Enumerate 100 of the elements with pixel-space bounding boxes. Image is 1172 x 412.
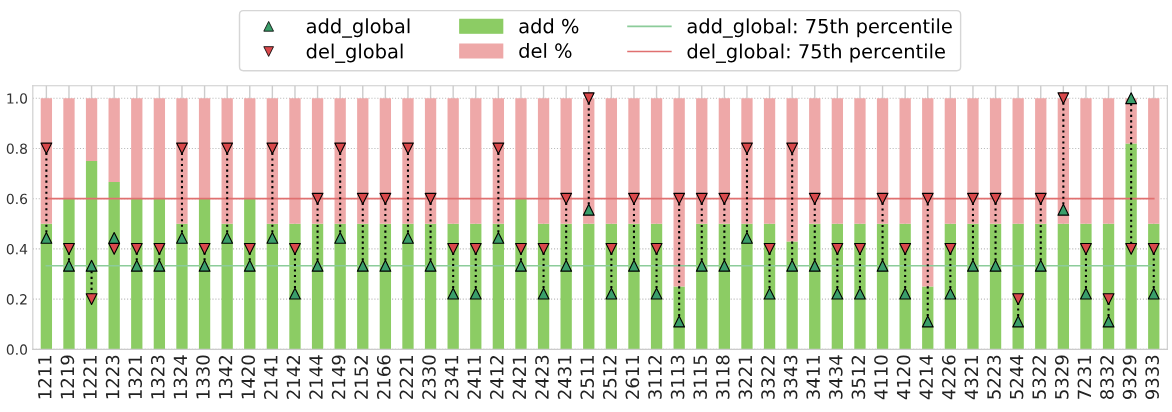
point <box>311 192 324 205</box>
x-tick-label: 9329 <box>1122 355 1137 400</box>
point <box>605 287 618 300</box>
point <box>1012 315 1025 328</box>
bar <box>176 98 188 224</box>
bar <box>741 223 753 350</box>
point <box>921 315 934 328</box>
point <box>153 242 166 255</box>
bar <box>876 223 889 350</box>
legend-label: del_global <box>306 43 403 63</box>
point <box>650 287 663 300</box>
legend-label: add % <box>519 18 579 34</box>
point <box>402 231 414 244</box>
bar <box>854 98 866 224</box>
point <box>808 259 821 272</box>
y-tick-label: 0.4 <box>6 243 28 255</box>
point <box>447 242 460 255</box>
bar <box>1057 223 1069 350</box>
point <box>1034 259 1047 272</box>
x-tick-label: 1221 <box>83 355 97 399</box>
x-tick-label: 3512 <box>851 356 866 399</box>
x-tick-label: 5329 <box>1054 355 1069 399</box>
point <box>537 242 550 255</box>
point <box>854 242 866 255</box>
bar <box>176 223 188 350</box>
bar <box>198 198 211 350</box>
point <box>899 287 912 300</box>
x-tick-label: 7231 <box>1077 355 1092 399</box>
x-tick-label: 2341 <box>444 355 459 399</box>
point <box>469 242 482 255</box>
bar <box>108 98 120 182</box>
point <box>989 192 1002 205</box>
bar <box>244 198 256 350</box>
point <box>63 259 75 272</box>
x-tick-label: 9333 <box>1145 355 1159 400</box>
bar <box>560 98 572 224</box>
point <box>447 287 460 300</box>
bar <box>1012 98 1024 224</box>
point <box>334 142 347 155</box>
point <box>492 231 505 244</box>
point <box>944 242 957 255</box>
x-tick-label: 3221 <box>738 355 753 399</box>
x-tick-label: 5223 <box>987 355 1001 399</box>
point <box>831 242 844 255</box>
point <box>628 259 640 272</box>
point <box>515 259 527 272</box>
point <box>1057 92 1070 105</box>
x-tick-label: 4110 <box>874 355 888 400</box>
y-tick-label: 0.2 <box>6 294 27 305</box>
point <box>582 92 595 105</box>
x-tick-label: 3113 <box>670 355 685 399</box>
bar <box>402 98 414 224</box>
point <box>921 192 934 205</box>
bar <box>63 98 75 199</box>
point <box>1125 92 1138 105</box>
bar <box>605 98 618 224</box>
x-tick-label: 2149 <box>331 355 346 399</box>
point <box>876 259 889 272</box>
bar <box>696 98 708 224</box>
x-tick-label: 5322 <box>1032 356 1046 399</box>
point <box>1102 293 1115 306</box>
x-tick-label: 3343 <box>783 355 798 399</box>
point <box>176 142 188 155</box>
bar <box>85 98 98 162</box>
point <box>108 242 121 255</box>
point <box>198 259 211 272</box>
point <box>1034 192 1047 205</box>
bar <box>718 98 731 224</box>
point <box>1102 315 1115 328</box>
point <box>85 293 98 306</box>
x-tick-label: 2611 <box>625 355 640 399</box>
x-tick-label: 2421 <box>512 355 526 399</box>
point <box>266 142 279 155</box>
point <box>289 242 301 255</box>
bar <box>379 98 392 224</box>
point <box>786 142 799 155</box>
point <box>650 242 663 255</box>
x-tick-label: 1323 <box>150 355 165 399</box>
point <box>967 259 979 272</box>
point <box>763 287 776 300</box>
y-tick-label: 0.6 <box>6 193 28 205</box>
x-tick-label: 3322 <box>761 356 775 399</box>
bar <box>650 98 663 224</box>
point <box>741 142 753 155</box>
bar <box>673 98 685 287</box>
x-tick-label: 4321 <box>964 355 979 400</box>
bar <box>515 98 527 199</box>
x-tick-label: 1420 <box>241 355 256 399</box>
x-tick-label: 1219 <box>60 355 75 399</box>
bar <box>741 98 753 224</box>
bar <box>289 98 301 224</box>
point <box>289 287 301 300</box>
bar <box>876 98 889 224</box>
point <box>40 142 53 155</box>
bar <box>131 98 143 199</box>
point <box>356 192 369 205</box>
x-tick-label: 2144 <box>309 355 323 399</box>
legend-label: add_global: 75th percentile <box>687 18 952 38</box>
bar <box>967 98 979 224</box>
bar <box>108 181 120 350</box>
